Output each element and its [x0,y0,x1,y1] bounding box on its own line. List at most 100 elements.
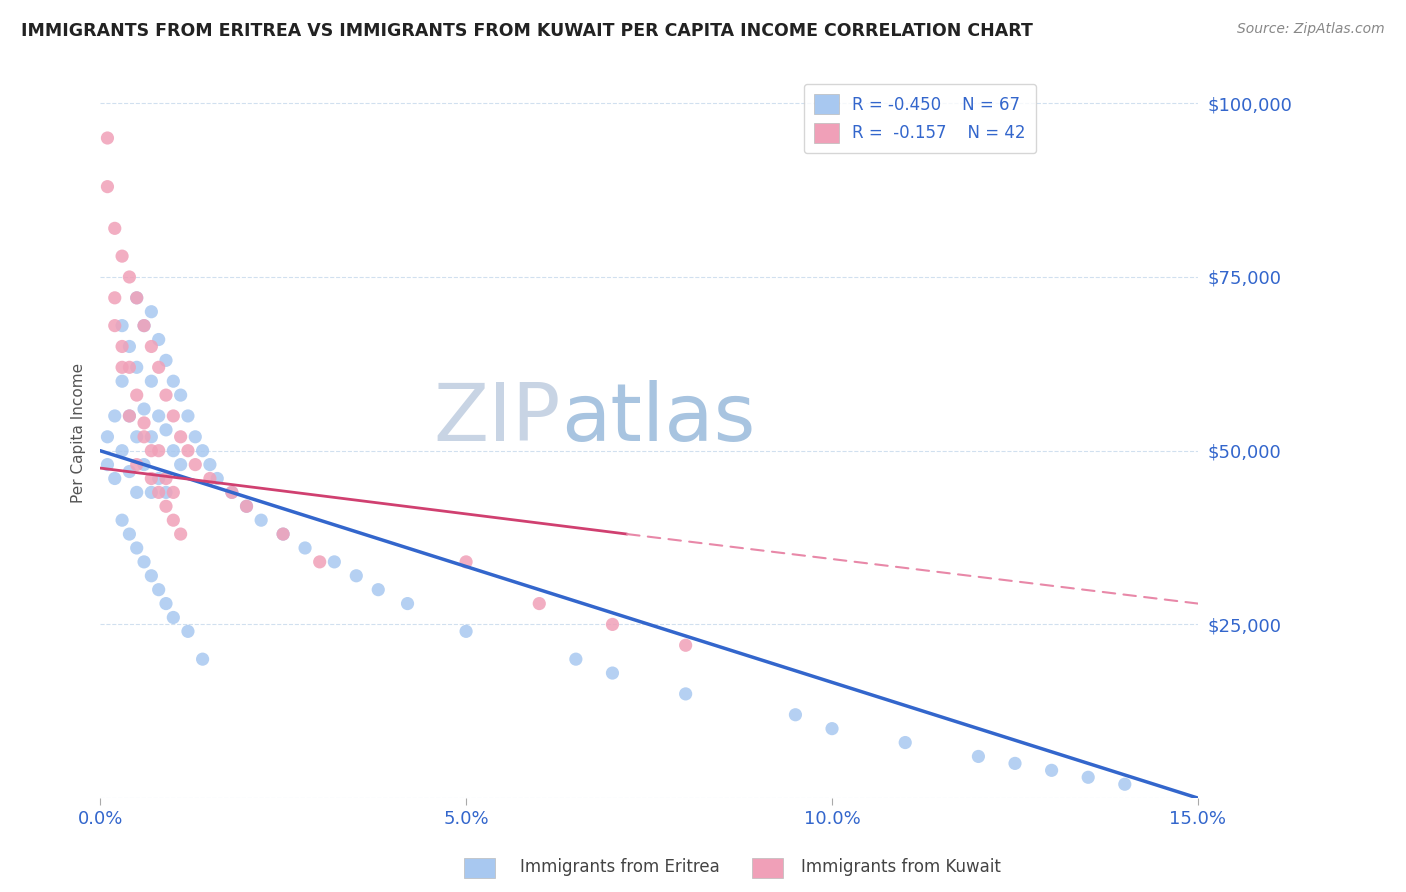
Point [221,485,243,500]
Point [125,360,148,375]
Point [675,638,697,652]
Point [125,430,148,444]
Point [111,374,134,388]
Point [323,555,346,569]
Point [177,624,200,639]
Point [118,409,141,423]
Point [602,666,624,681]
Point [821,722,844,736]
Point [111,339,134,353]
Text: Immigrants from Kuwait: Immigrants from Kuwait [801,858,1001,876]
Point [118,527,141,541]
Point [271,527,294,541]
Point [602,617,624,632]
Point [141,568,163,582]
Text: IMMIGRANTS FROM ERITREA VS IMMIGRANTS FROM KUWAIT PER CAPITA INCOME CORRELATION : IMMIGRANTS FROM ERITREA VS IMMIGRANTS FR… [21,22,1033,40]
Point [308,555,330,569]
Point [1040,764,1063,778]
Point [111,318,134,333]
Point [148,360,170,375]
Point [111,513,134,527]
Point [1077,770,1099,784]
Point [250,513,273,527]
Point [162,374,184,388]
Point [155,485,177,500]
Point [141,304,163,318]
Point [132,555,155,569]
Point [132,430,155,444]
Point [104,409,127,423]
Point [162,513,184,527]
Point [111,360,134,375]
Legend: R = -0.450    N = 67, R =  -0.157    N = 42: R = -0.450 N = 67, R = -0.157 N = 42 [804,84,1036,153]
Point [125,458,148,472]
Point [141,374,163,388]
Point [141,485,163,500]
Point [96,179,118,194]
Point [367,582,389,597]
Point [967,749,990,764]
Point [155,471,177,485]
Point [118,270,141,285]
Point [191,652,214,666]
Point [294,541,316,555]
Point [198,458,221,472]
Point [104,471,127,485]
Point [1004,756,1026,771]
Point [148,471,170,485]
Point [675,687,697,701]
Point [141,430,163,444]
Point [132,402,155,417]
Point [104,291,127,305]
Point [132,458,155,472]
Point [118,465,141,479]
Point [169,458,191,472]
Point [96,458,118,472]
Point [169,527,191,541]
Point [111,443,134,458]
Point [177,443,200,458]
Point [125,291,148,305]
Point [118,360,141,375]
Point [396,597,419,611]
Point [155,597,177,611]
Point [148,485,170,500]
Point [1114,777,1136,791]
Point [132,416,155,430]
Point [141,443,163,458]
Text: Source: ZipAtlas.com: Source: ZipAtlas.com [1237,22,1385,37]
Point [96,131,118,145]
Point [132,318,155,333]
Point [191,443,214,458]
Point [148,409,170,423]
Point [565,652,588,666]
Point [529,597,551,611]
Point [118,409,141,423]
Point [141,471,163,485]
Point [235,500,257,514]
Point [894,735,917,749]
Point [111,249,134,263]
Point [221,485,243,500]
Point [454,555,477,569]
Point [785,707,807,722]
Point [184,458,207,472]
Point [104,318,127,333]
Point [125,388,148,402]
Point [207,471,229,485]
Point [125,485,148,500]
Point [162,409,184,423]
Text: Immigrants from Eritrea: Immigrants from Eritrea [520,858,720,876]
Point [235,500,257,514]
Point [162,443,184,458]
Point [125,291,148,305]
Point [104,221,127,235]
Point [177,409,200,423]
Point [198,471,221,485]
Point [454,624,477,639]
Point [96,430,118,444]
Point [132,318,155,333]
Point [169,388,191,402]
Point [148,333,170,347]
Point [155,353,177,368]
